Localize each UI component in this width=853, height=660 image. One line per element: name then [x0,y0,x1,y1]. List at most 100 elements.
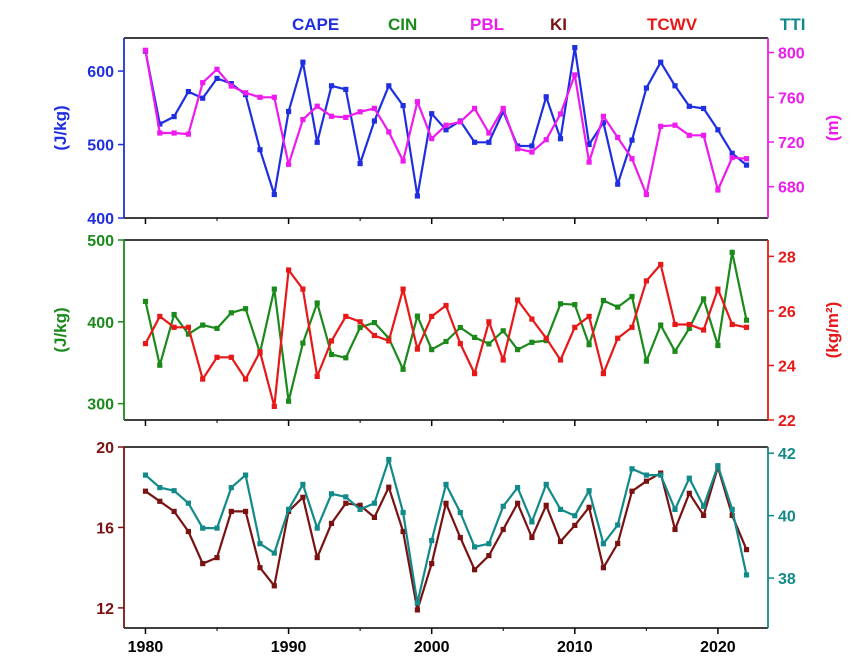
data-point-tcwv [743,324,750,330]
data-point-ki [171,508,177,514]
data-point-ki [686,490,692,496]
data-point-cin [228,310,234,316]
legend-cape: CAPE [292,15,339,34]
legend-tti: TTI [780,15,806,34]
data-point-cin [729,249,735,255]
data-point-tti [629,466,635,472]
data-point-tcwv [600,371,606,377]
data-point-pbl [386,129,392,135]
data-point-pbl [457,119,463,125]
data-point-tcwv [486,319,492,325]
right-tick-label: 40 [778,509,796,526]
data-point-cape [257,147,263,153]
data-point-tcwv [200,376,206,382]
data-point-ki [228,508,234,514]
data-point-pbl [228,83,234,89]
series-ki [142,464,750,613]
data-point-pbl [371,105,377,111]
right-tick-label: 22 [778,413,796,430]
data-point-tcwv [257,349,263,355]
data-point-pbl [400,158,406,164]
data-point-tti [658,472,664,478]
data-point-cin [658,322,664,328]
data-point-ki [157,498,163,504]
data-point-tcwv [672,321,678,328]
data-point-ki [200,561,206,567]
data-point-ki [243,508,249,514]
data-point-tti [371,500,377,506]
data-point-cin [371,320,377,326]
data-point-tcwv [443,302,449,309]
right-tick-label: 38 [778,571,796,588]
data-point-ki [357,502,363,508]
data-point-cin [214,325,220,331]
data-point-pbl [529,149,535,155]
data-point-pbl [658,123,664,129]
data-point-cin [600,297,606,304]
data-point-pbl [629,156,635,162]
data-point-ki [643,478,649,484]
data-point-pbl [472,105,478,111]
data-point-pbl [743,156,750,162]
data-point-tcwv [429,313,435,319]
data-point-ki [257,565,263,571]
data-point-cape [543,94,549,100]
right-tick-label: 26 [778,304,796,321]
right-axis-label: (kg/m²) [823,302,842,359]
data-point-cin [672,348,678,354]
data-point-cape [400,103,406,109]
data-point-cape [214,75,220,81]
data-point-tti [457,509,463,516]
data-point-tti [600,541,606,547]
data-point-pbl [686,132,692,138]
data-point-tti [543,481,549,487]
data-point-pbl [271,94,277,100]
data-point-ki [557,538,564,545]
panel-bottom: 1980 1990 2000 2010 2020 12 16 20 38 40 42 [96,440,796,656]
data-point-cin [715,342,721,349]
right-axis-label: (m) [823,115,842,141]
data-point-ki [543,502,549,508]
data-point-cape [314,139,320,145]
data-point-tcwv [457,341,463,347]
data-point-tti [472,544,478,550]
data-point-tti [743,572,750,578]
data-point-tti [386,456,392,463]
left-axis-label: (J/kg) [51,105,70,150]
data-point-tti [243,472,249,478]
data-point-tti [586,488,592,494]
data-point-cin [572,302,578,308]
series-cin [142,249,750,404]
data-point-cin [557,301,564,307]
data-point-tti [500,503,506,509]
data-point-ki [414,607,420,613]
data-point-tti [729,506,735,512]
data-point-cape [615,181,621,187]
panel-top: 400 500 600 680 720 760 800 (J/kg) (m) [51,37,842,228]
data-point-pbl [600,113,606,119]
data-point-tti [228,485,234,491]
data-point-cape [300,59,306,65]
series-tcwv [142,261,750,409]
data-point-ki [701,512,707,518]
data-point-tcwv [586,313,592,319]
data-point-cin [586,342,592,348]
left-tick-label: 500 [87,138,114,155]
data-point-tcwv [314,373,320,379]
data-point-tcwv [557,357,564,363]
data-point-cape [429,111,435,117]
data-point-pbl [443,122,449,128]
panel-middle: 300 400 500 22 24 26 28 (J/kg) (kg/m²) [51,233,842,430]
data-point-cape [672,83,678,89]
data-point-tcwv [185,324,191,330]
data-point-tcwv [214,354,220,360]
data-point-tti [515,485,521,491]
data-point-cin [314,300,320,306]
data-point-tti [643,472,649,478]
data-point-tti [142,472,149,478]
data-point-tcwv [715,286,721,292]
data-point-ki [429,561,435,567]
data-point-tti [214,525,220,531]
data-point-cape [529,143,535,149]
data-point-pbl [729,155,735,161]
